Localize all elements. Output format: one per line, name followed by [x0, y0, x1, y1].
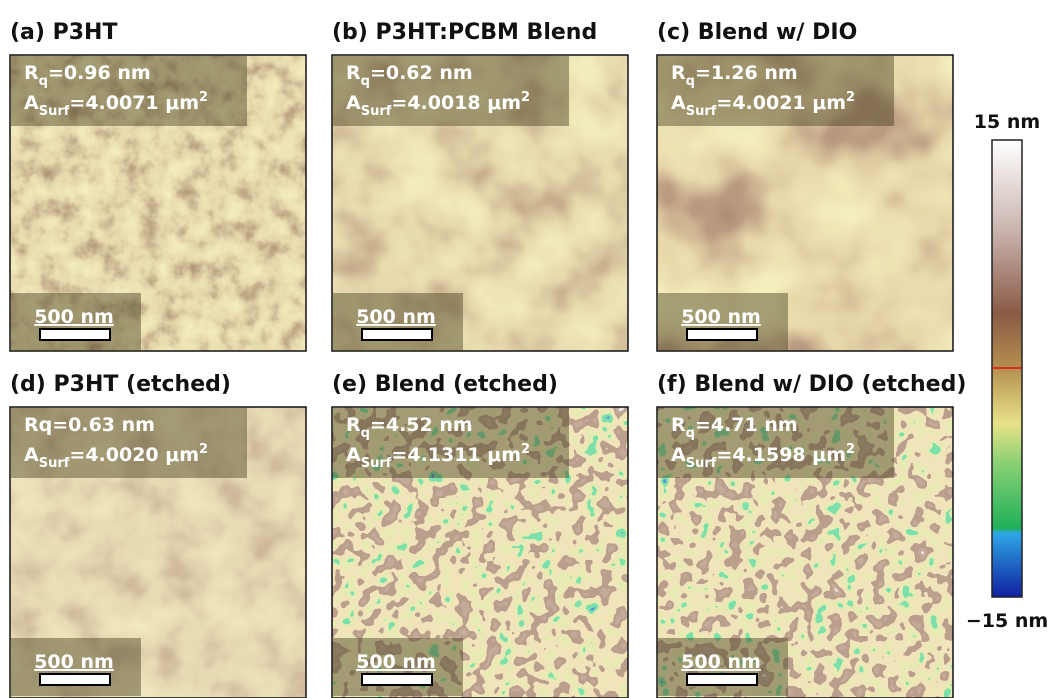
subscript: Surf	[361, 104, 392, 119]
subscript: Surf	[686, 104, 717, 119]
subscript: Surf	[686, 456, 717, 471]
scale-bar-label: 500 nm	[356, 306, 436, 328]
afm-panel: (b) P3HT:PCBM Blend Rq=0.62 nm ASurf=4.001…	[332, 20, 628, 351]
subscript: Surf	[361, 456, 392, 471]
scale-bar	[362, 329, 432, 340]
label-text: Rq=0.63 nm	[24, 414, 155, 436]
value: =4.0021 μm	[716, 92, 846, 114]
value: =4.52 nm	[370, 414, 473, 436]
value: =4.71 nm	[695, 414, 798, 436]
subscript: q	[361, 426, 370, 441]
scale-bar	[362, 674, 432, 685]
superscript: 2	[199, 90, 208, 105]
afm-panel: (e) Blend (etched) Rq=4.52 nm ASurf=4.1311…	[332, 372, 628, 698]
symbol: A	[346, 444, 361, 466]
superscript: 2	[521, 90, 530, 105]
roughness-label: Rq=0.63 nm	[24, 414, 155, 436]
panel-title: (e) Blend (etched)	[332, 372, 558, 397]
scale-bar-label: 500 nm	[681, 306, 761, 328]
scale-bar	[40, 329, 110, 340]
symbol: A	[346, 92, 361, 114]
scale-bar	[40, 674, 110, 685]
value: =0.96 nm	[48, 62, 151, 84]
afm-panel: (d) P3HT (etched) Rq=0.63 nm ASurf=4.0020 …	[10, 372, 306, 698]
symbol: R	[346, 62, 361, 84]
subscript: Surf	[39, 456, 70, 471]
symbol: A	[24, 92, 39, 114]
symbol: R	[24, 62, 39, 84]
superscript: 2	[521, 442, 530, 457]
figure: (a) P3HTRq=0.96 nmASurf=4.0071 μm2500 nm…	[0, 0, 1048, 698]
superscript: 2	[846, 90, 855, 105]
value: =4.0071 μm	[69, 92, 199, 114]
symbol: R	[671, 414, 686, 436]
scale-bar-label: 500 nm	[34, 306, 114, 328]
value: =4.1311 μm	[391, 444, 521, 466]
value: =1.26 nm	[695, 62, 798, 84]
panel-title: (f) Blend w/ DIO (etched)	[657, 372, 966, 397]
scale-bar	[687, 674, 757, 685]
symbol: R	[671, 62, 686, 84]
afm-panel: (a) P3HT Rq=0.96 nm ASurf=4.0071 μm2 500 nm	[10, 20, 306, 351]
subscript: q	[361, 74, 370, 89]
colorbar: 15 nm −15 nm	[966, 111, 1048, 632]
symbol: R	[346, 414, 361, 436]
scale-bar	[687, 329, 757, 340]
colorbar-max: 15 nm	[974, 111, 1040, 133]
symbol: A	[671, 444, 686, 466]
colorbar-min: −15 nm	[966, 610, 1048, 632]
subscript: q	[686, 74, 695, 89]
scale-bar-label: 500 nm	[356, 651, 436, 673]
subscript: Surf	[39, 104, 70, 119]
subscript: q	[39, 74, 48, 89]
panel-title: (c) Blend w/ DIO	[657, 20, 857, 45]
panel-title: (d) P3HT (etched)	[10, 372, 231, 397]
superscript: 2	[199, 442, 208, 457]
symbol: A	[24, 444, 39, 466]
afm-panel: (f) Blend w/ DIO (etched) Rq=4.71 nm ASurf…	[657, 372, 966, 698]
panel-title: (b) P3HT:PCBM Blend	[332, 20, 597, 45]
subscript: q	[686, 426, 695, 441]
afm-panel: (c) Blend w/ DIO Rq=1.26 nm ASurf=4.0021 μ…	[657, 20, 953, 351]
superscript: 2	[846, 442, 855, 457]
value: =4.0020 μm	[69, 444, 199, 466]
scale-bar-label: 500 nm	[34, 651, 114, 673]
symbol: A	[671, 92, 686, 114]
scale-bar-label: 500 nm	[681, 651, 761, 673]
value: =0.62 nm	[370, 62, 473, 84]
panel-title: (a) P3HT	[10, 20, 117, 45]
value: =4.0018 μm	[391, 92, 521, 114]
value: =4.1598 μm	[716, 444, 846, 466]
